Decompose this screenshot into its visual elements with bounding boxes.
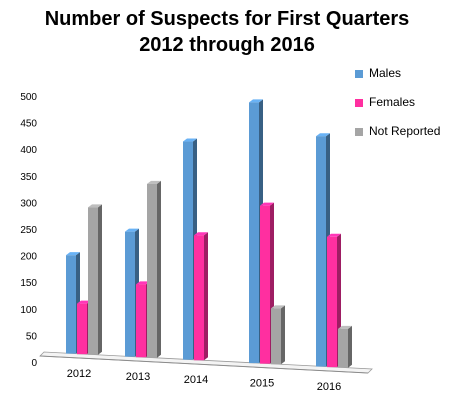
legend-swatch-males xyxy=(355,70,363,78)
x-tick-label-2016: 2016 xyxy=(317,381,341,393)
legend-label-females: Females xyxy=(369,95,416,109)
bar-males-2015 xyxy=(249,102,259,364)
bar-top-females-2016 xyxy=(327,233,341,237)
y-tick-label-400: 400 xyxy=(20,145,37,156)
bar-top-not-reported-2013 xyxy=(147,180,161,184)
legend-swatch-not-reported xyxy=(355,128,363,136)
bar-not-reported-2016 xyxy=(338,328,348,368)
bar-top-not-reported-2016 xyxy=(338,325,352,329)
bar-side-not-reported-2016 xyxy=(348,325,352,368)
bar-males-2013 xyxy=(125,231,135,357)
bar-top-females-2013 xyxy=(136,281,150,285)
y-tick-label-450: 450 xyxy=(20,119,37,130)
bar-side-not-reported-2013 xyxy=(157,180,161,358)
bar-top-males-2012 xyxy=(66,252,80,256)
y-tick-label-0: 0 xyxy=(31,358,37,369)
bar-top-males-2016 xyxy=(316,133,330,137)
y-tick-label-200: 200 xyxy=(20,252,37,263)
bar-not-reported-2013 xyxy=(147,183,157,358)
x-axis-line xyxy=(39,355,369,374)
bar-top-males-2013 xyxy=(125,228,139,232)
bar-females-2015 xyxy=(260,205,270,364)
bar-top-females-2015 xyxy=(260,202,274,206)
bar-not-reported-2015 xyxy=(271,308,281,365)
legend-swatch-females xyxy=(355,99,363,107)
x-tick-label-2014: 2014 xyxy=(184,374,208,386)
x-tick-label-2015: 2015 xyxy=(250,378,274,390)
bar-females-2013 xyxy=(136,284,146,358)
bar-males-2016 xyxy=(316,136,326,367)
bar-top-not-reported-2012 xyxy=(88,204,102,208)
bar-side-females-2014 xyxy=(204,232,208,361)
bar-females-2014 xyxy=(194,235,204,361)
bar-females-2016 xyxy=(327,236,337,368)
y-tick-label-250: 250 xyxy=(20,225,37,236)
bar-top-females-2012 xyxy=(77,300,91,304)
y-tick-label-150: 150 xyxy=(20,278,37,289)
y-tick-label-350: 350 xyxy=(20,172,37,183)
chart-title-line-1: Number of Suspects for First Quarters xyxy=(44,8,410,30)
bar-side-not-reported-2015 xyxy=(281,305,285,365)
chart-title-line-2: 2012 through 2016 xyxy=(139,34,315,56)
bar-top-not-reported-2015 xyxy=(271,305,285,309)
x-tick-label-2012: 2012 xyxy=(67,368,91,380)
y-tick-label-300: 300 xyxy=(20,198,37,209)
y-tick-label-50: 50 xyxy=(26,331,38,342)
bar-top-males-2015 xyxy=(249,99,263,103)
legend-label-males: Males xyxy=(369,66,402,80)
bar-males-2014 xyxy=(183,141,193,360)
y-tick-label-100: 100 xyxy=(20,305,37,316)
bar-side-not-reported-2012 xyxy=(98,204,102,355)
legend-label-not-reported: Not Reported xyxy=(369,124,441,138)
y-tick-label-500: 500 xyxy=(20,92,37,103)
bar-top-females-2014 xyxy=(194,232,208,236)
x-tick-label-2013: 2013 xyxy=(126,371,150,383)
bar-females-2012 xyxy=(77,303,87,355)
chart-title: Number of Suspects for First Quarters 20… xyxy=(0,6,454,58)
bar-not-reported-2012 xyxy=(88,207,98,355)
bar-males-2012 xyxy=(66,255,76,354)
bar-top-males-2014 xyxy=(183,138,197,142)
